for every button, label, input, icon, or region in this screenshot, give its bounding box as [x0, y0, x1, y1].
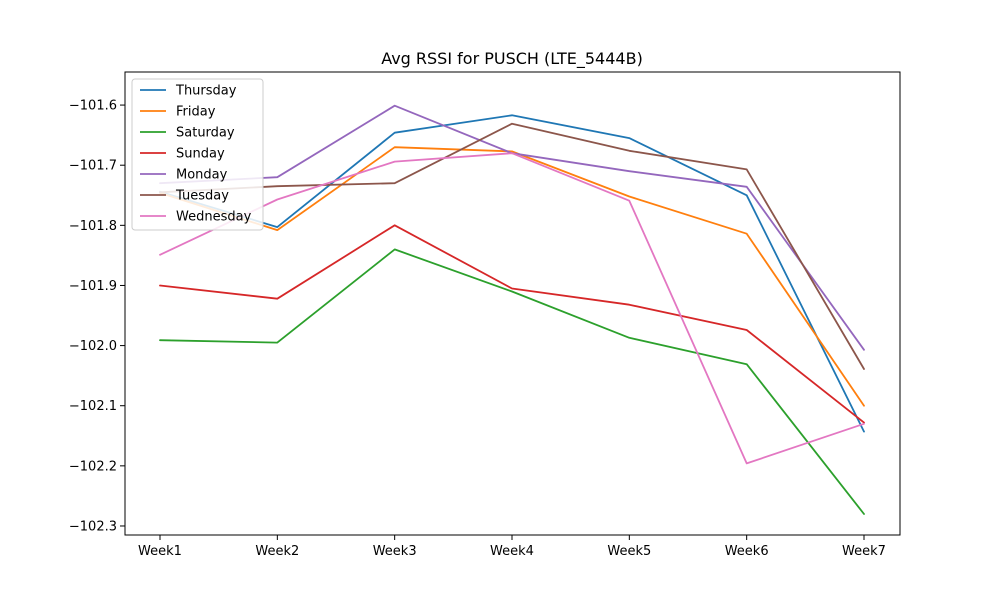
series-line-saturday — [159, 248, 865, 515]
x-tick-label: Week7 — [842, 544, 886, 559]
x-tick-label: Week6 — [725, 544, 769, 559]
legend-label-sunday: Sunday — [176, 147, 225, 162]
series-line-tuesday — [159, 122, 865, 370]
legend-label-wednesday: Wednesday — [176, 210, 252, 225]
y-tick-label: −102.0 — [69, 339, 117, 354]
x-axis: Week1 Week2 Week3 Week4 Week5 Week6 Week7 — [138, 535, 886, 559]
y-tick-label: −101.7 — [69, 159, 117, 174]
x-tick-label: Week3 — [373, 544, 417, 559]
y-tick-label: −101.9 — [69, 279, 117, 294]
series-line-monday — [159, 104, 865, 351]
legend: Thursday Friday Saturday Sunday Monday Tuesda… — [131, 78, 264, 231]
y-tick-label: −102.1 — [69, 399, 117, 414]
y-axis: −101.6 −101.7 −101.8 −101.9 −102.0 −102.1 −102… — [69, 99, 125, 534]
series-line-sunday — [159, 224, 865, 424]
y-tick-label: −102.3 — [69, 519, 117, 534]
series-group — [159, 104, 865, 515]
x-tick-label: Week4 — [490, 544, 534, 559]
series-line-friday — [159, 146, 865, 407]
legend-label-thursday: Thursday — [175, 84, 237, 99]
legend-label-monday: Monday — [176, 168, 228, 183]
chart-title: Avg RSSI for PUSCH (LTE_5444B) — [381, 49, 643, 69]
y-tick-label: −102.2 — [69, 459, 117, 474]
legend-label-friday: Friday — [176, 105, 216, 120]
x-tick-label: Week2 — [255, 544, 299, 559]
legend-label-tuesday: Tuesday — [175, 189, 229, 204]
series-line-wednesday — [159, 152, 865, 465]
y-tick-label: −101.8 — [69, 219, 117, 234]
x-tick-label: Week5 — [607, 544, 651, 559]
y-tick-label: −101.6 — [69, 99, 117, 114]
x-tick-label: Week1 — [138, 544, 182, 559]
legend-box — [131, 78, 264, 231]
legend-label-saturday: Saturday — [176, 126, 235, 141]
series-line-thursday — [159, 114, 865, 433]
